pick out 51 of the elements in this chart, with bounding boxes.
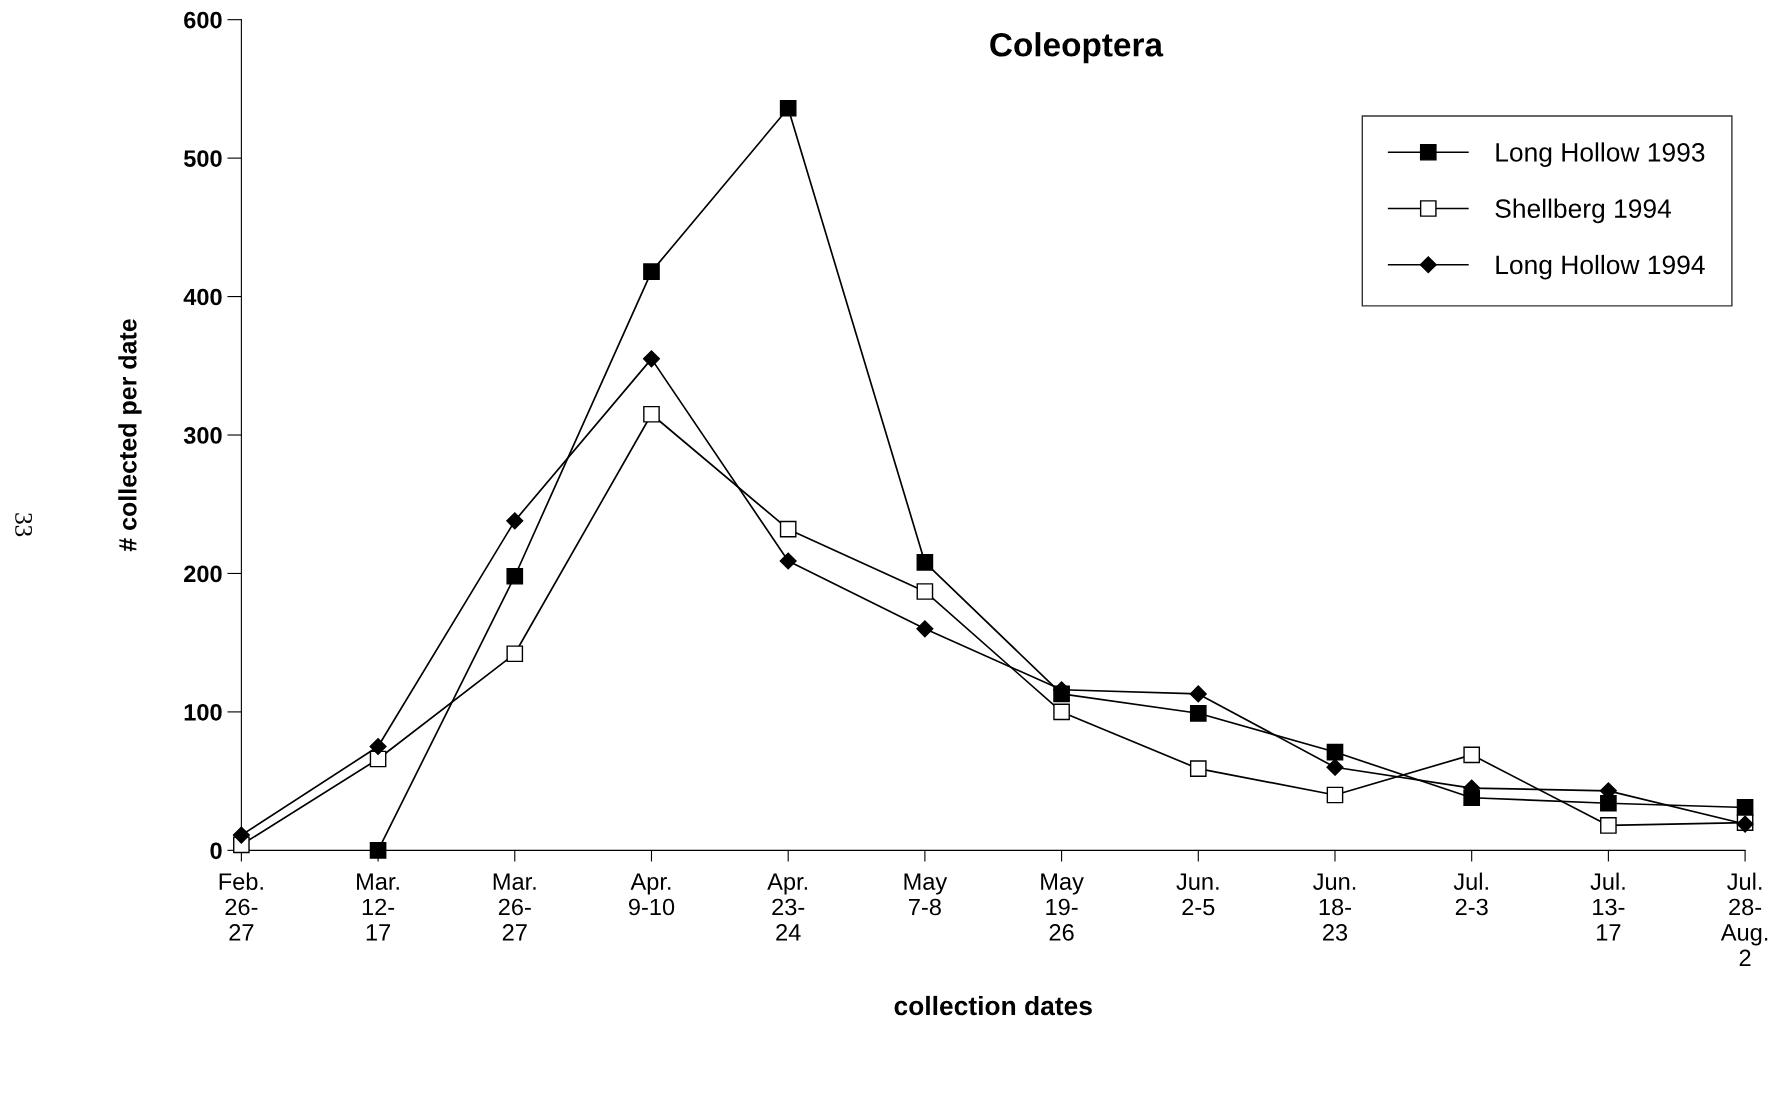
text: 33 xyxy=(15,513,32,537)
chart-title: Coleoptera xyxy=(990,32,1164,64)
point xyxy=(232,826,250,844)
point xyxy=(1326,786,1344,804)
point xyxy=(1053,703,1070,721)
point xyxy=(779,552,797,570)
x-tick-label: Jun. 2-5 xyxy=(1176,873,1219,916)
point xyxy=(779,520,797,538)
legend-label: Long Hollow 1994 xyxy=(1496,254,1705,280)
x-tick-label: Mar. 26- 27 xyxy=(493,873,536,941)
point xyxy=(506,512,524,530)
x-tick-label: May 7-8 xyxy=(904,873,948,916)
x-axis-title: collection dates xyxy=(894,995,1092,1016)
y-tick-label: 500 xyxy=(183,150,222,167)
y-tick-label: 600 xyxy=(184,11,222,29)
point xyxy=(1600,794,1617,812)
point xyxy=(369,737,387,756)
point xyxy=(1189,704,1207,722)
point xyxy=(1189,760,1207,778)
x-tick-label: Jul. 13- 17 xyxy=(1590,872,1625,941)
x-tick-label: Jul. 28- Aug. 2 xyxy=(1720,872,1768,966)
point xyxy=(506,645,524,663)
y-tick-label: 100 xyxy=(184,703,222,721)
x-tick-label: May 19- 26 xyxy=(1041,873,1084,941)
point xyxy=(1189,685,1207,703)
x-tick-label: Apr. 23- 24 xyxy=(767,873,808,941)
point xyxy=(642,350,661,368)
x-tick-label: Mar. 12- 17 xyxy=(357,873,399,941)
point xyxy=(916,583,934,600)
point xyxy=(779,99,797,117)
legend-label: Shellberg 1994 xyxy=(1495,198,1672,224)
point xyxy=(506,567,524,585)
x-tick-label: Jul. 2-3 xyxy=(1453,872,1488,916)
point xyxy=(643,263,660,280)
x-tick-label: Apr. 9-10 xyxy=(628,873,675,916)
x-tick-label: Feb. 26- 27 xyxy=(219,872,263,941)
y-tick-label: 400 xyxy=(183,288,222,306)
point xyxy=(1326,743,1344,761)
y-axis-title: # collected per date xyxy=(118,319,142,552)
y-tick-label: 0 xyxy=(210,842,222,860)
x-tick-label: Jun. 18- 23 xyxy=(1313,873,1356,941)
point xyxy=(1600,817,1617,834)
point xyxy=(1326,758,1344,776)
point xyxy=(369,842,387,859)
point xyxy=(643,405,660,423)
point xyxy=(1463,746,1481,764)
point xyxy=(916,554,934,571)
y-tick-label: 200 xyxy=(184,565,222,583)
point xyxy=(916,620,934,638)
legend-label: Long Hollow 1993 xyxy=(1496,142,1705,167)
y-tick-label: 300 xyxy=(183,427,222,444)
